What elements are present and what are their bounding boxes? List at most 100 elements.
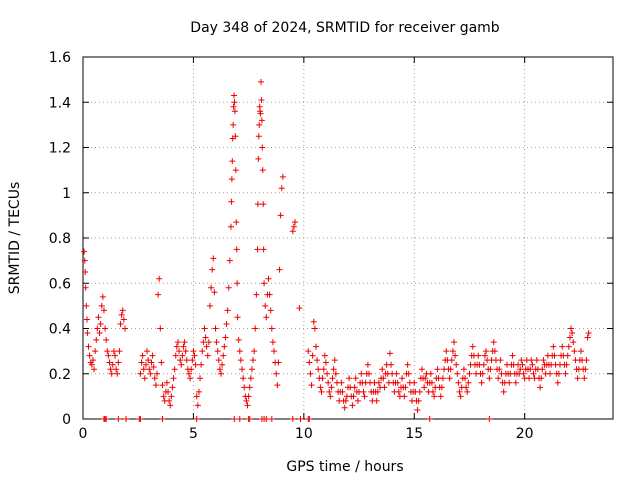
data-point [273,370,280,377]
data-point [105,352,112,359]
data-point [107,366,114,373]
data-point [453,361,460,368]
data-point [278,185,285,192]
data-point [182,348,189,355]
data-point [183,357,190,364]
data-point [123,416,130,422]
data-point [137,416,144,422]
data-point [172,352,179,359]
data-point [98,302,105,309]
data-point [257,110,264,117]
data-point [241,384,248,391]
data-point [451,339,457,346]
data-point [460,366,467,373]
data-point [219,361,226,368]
data-point [559,343,566,350]
data-point [216,366,223,373]
data-point [261,280,268,287]
data-point [83,316,90,323]
data-point [173,343,180,350]
x-tick-label: 5 [189,426,198,442]
data-point [388,361,395,368]
data-point [117,320,124,327]
data-point [574,375,581,382]
data-point [208,284,215,291]
data-point [108,370,115,377]
data-point [380,375,387,382]
data-point [95,314,102,321]
data-point [292,219,298,226]
data-point [140,366,147,373]
data-point [571,348,578,355]
data-point [457,393,464,400]
data-point [114,370,121,377]
data-point [156,275,163,282]
data-point [297,416,304,422]
data-point [245,393,252,400]
data-point [259,144,266,151]
data-point [97,320,104,327]
data-point [526,375,533,382]
data-point [317,384,324,391]
data-point [446,375,453,382]
data-point [109,361,116,368]
data-point [517,366,524,373]
data-point [321,352,328,359]
data-point [81,248,88,255]
data-point [102,325,109,332]
data-point [178,361,185,368]
data-point [437,393,444,400]
data-point [138,359,145,366]
data-point [405,370,412,377]
data-point [581,375,588,382]
data-point [519,361,526,368]
data-point [487,366,494,373]
data-point [229,158,236,165]
data-point [428,379,435,386]
data-point [269,339,276,346]
data-point [290,223,297,230]
data-point [244,402,251,409]
grid-lines [83,57,613,419]
data-point [547,370,554,377]
data-point [315,366,322,373]
data-point [263,314,270,321]
data-point [512,379,519,386]
data-point [582,366,589,373]
data-point [306,416,313,422]
data-point [94,325,101,332]
data-point [235,336,242,343]
data-point [237,357,244,364]
data-point [518,357,525,364]
data-point [349,402,356,409]
data-point [537,384,544,391]
data-point [430,388,437,395]
data-point [352,375,359,382]
data-point [169,384,176,391]
data-point [455,379,462,386]
data-point [480,361,487,368]
data-point [83,302,90,309]
data-point [247,375,254,382]
data-point [260,201,267,208]
data-point [240,375,247,382]
data-point [254,246,261,253]
data-point [158,359,165,366]
data-point [234,314,241,321]
y-tick-label: 1.4 [49,95,71,111]
data-point [421,384,428,391]
data-point [211,289,218,296]
data-point [228,176,235,183]
data-point [379,366,386,373]
data-point [118,311,125,318]
data-point [220,352,227,359]
data-point [330,366,337,373]
data-point [262,302,269,309]
data-point [210,255,217,262]
data-point [310,318,317,325]
data-point [120,316,127,323]
data-point [325,379,332,386]
data-point [268,325,275,332]
chart-title: Day 348 of 2024, SRMTID for receiver gam… [190,20,500,36]
